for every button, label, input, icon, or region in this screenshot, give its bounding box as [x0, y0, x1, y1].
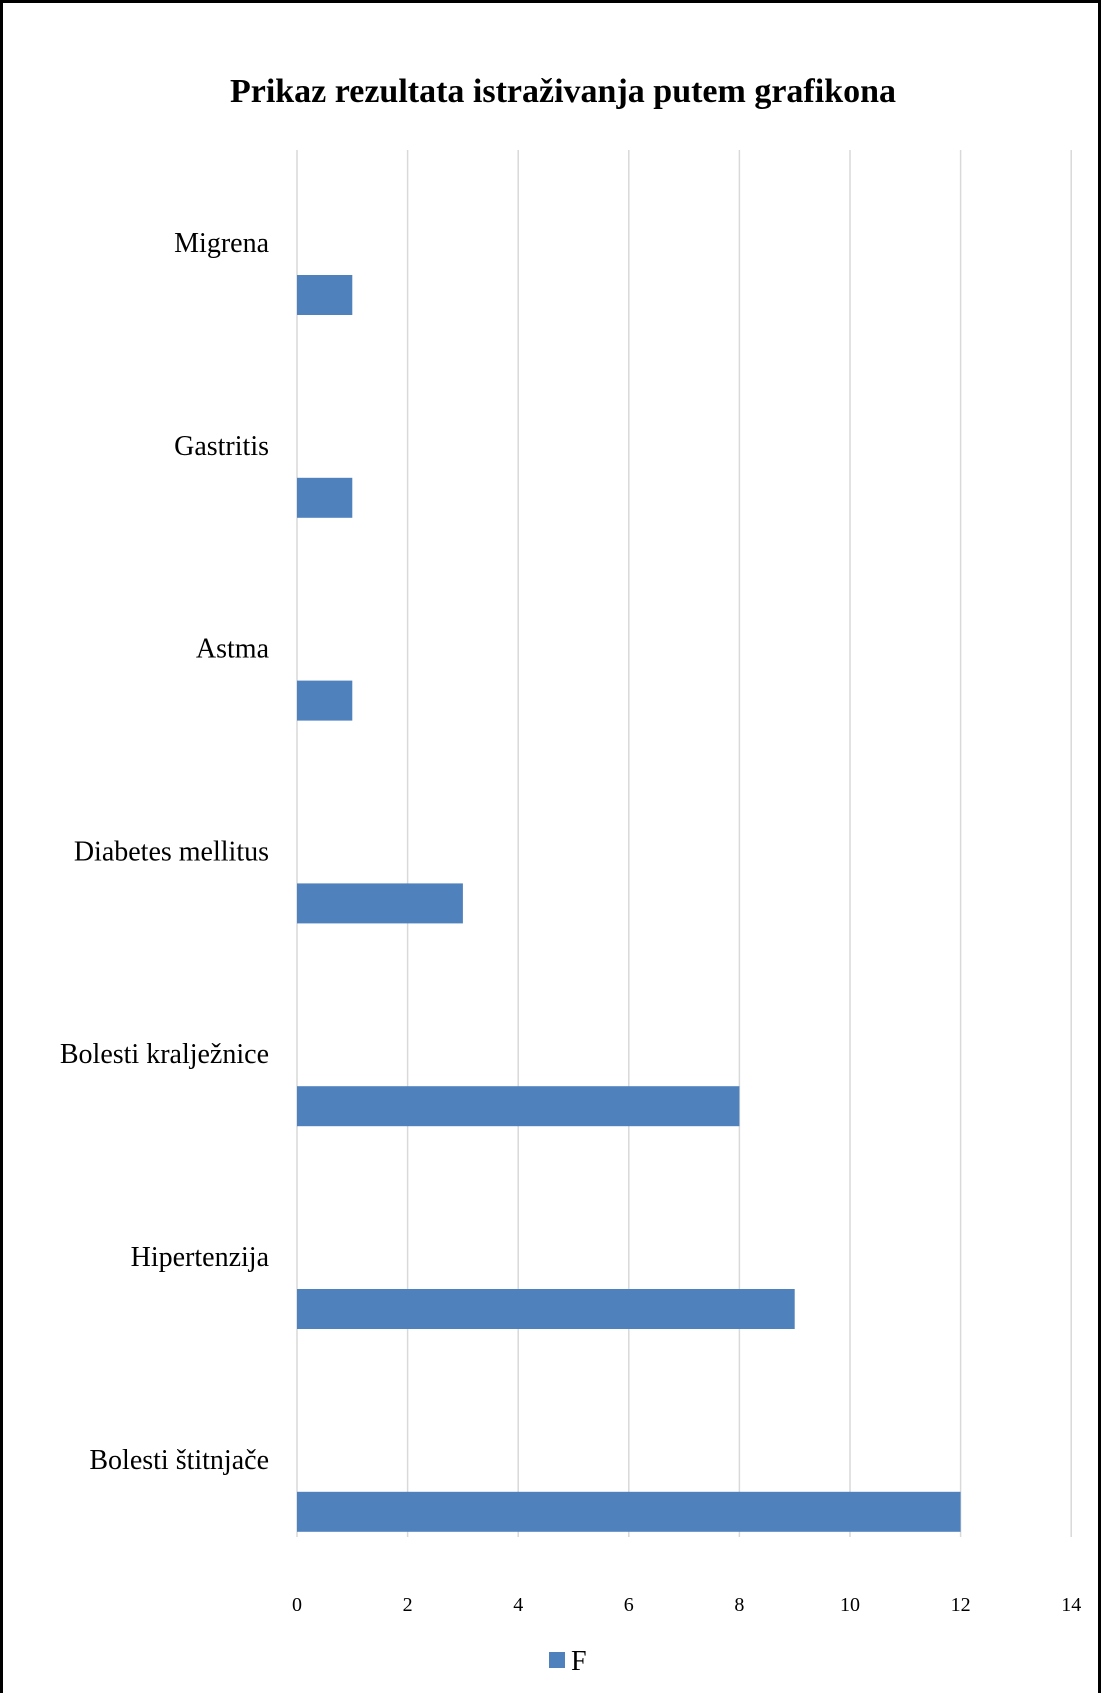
- chart-title: Prikaz rezultata istraživanja putem graf…: [230, 73, 896, 110]
- category-label: Bolesti kralježnice: [60, 1039, 269, 1070]
- gridlines: [296, 150, 1072, 1537]
- bar-chart: Prikaz rezultata istraživanja putem graf…: [60, 73, 1081, 1677]
- category-label: Hipertenzija: [131, 1242, 270, 1273]
- legend: F: [549, 1646, 587, 1677]
- x-tick-label: 6: [624, 1594, 634, 1616]
- category-label: Bolesti štitnjače: [89, 1445, 269, 1476]
- x-tick-label: 10: [840, 1594, 860, 1616]
- bar: [297, 1491, 961, 1532]
- legend-swatch-f: [549, 1652, 565, 1668]
- bar: [297, 477, 353, 518]
- bar: [297, 883, 463, 924]
- bar: [297, 1289, 795, 1329]
- category-label: Gastritis: [174, 431, 269, 462]
- bar: [297, 275, 353, 315]
- category-label: Migrena: [174, 228, 269, 259]
- bar: [297, 680, 353, 721]
- x-tick-label: 0: [292, 1594, 302, 1616]
- category-label: Astma: [196, 634, 270, 665]
- x-tick-label: 8: [734, 1594, 744, 1616]
- x-tick-label: 12: [951, 1594, 971, 1616]
- x-axis-tick-labels: 0 2 4 6 8 10 12 14: [292, 1594, 1081, 1616]
- bar: [297, 1086, 740, 1127]
- category-label: Diabetes mellitus: [74, 836, 269, 867]
- x-tick-label: 2: [403, 1594, 413, 1616]
- x-tick-label: 14: [1061, 1594, 1081, 1616]
- legend-label-f: F: [571, 1646, 587, 1677]
- bars: [297, 275, 961, 1532]
- x-tick-label: 4: [513, 1594, 523, 1616]
- category-labels: Migrena Gastritis Astma Diabetes mellitus Bo…: [60, 228, 270, 1476]
